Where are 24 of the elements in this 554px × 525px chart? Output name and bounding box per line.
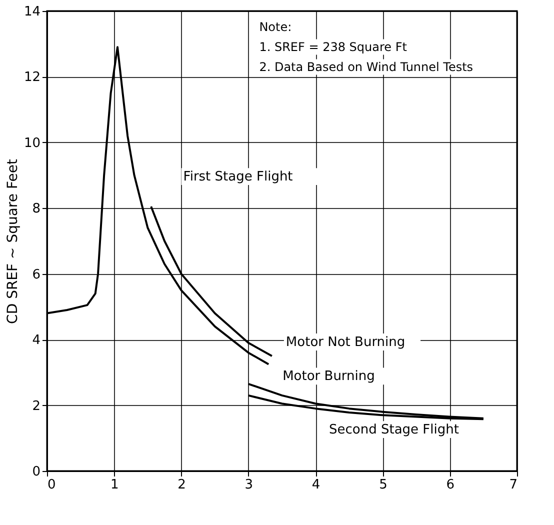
y-axis-title: CD SREF ~ Square Feet (4, 158, 21, 324)
annotation: 1. SREF = 238 Square Ft (259, 40, 408, 54)
y-tick-label: 0 (32, 464, 40, 480)
y-tick-label: 10 (24, 136, 40, 151)
y-tick-label: 14 (24, 4, 40, 20)
x-tick-label: 4 (312, 478, 320, 492)
annotation: Second Stage Flight (329, 422, 459, 438)
x-tick-label: 1 (110, 478, 119, 492)
x-tick-label: 3 (244, 478, 254, 492)
annotation: Note: (259, 20, 292, 34)
y-tick-label: 4 (32, 333, 40, 348)
annotation: 2. Data Based on Wind Tunnel Tests (259, 60, 474, 74)
series-label: Motor Burning (282, 369, 375, 384)
x-tick-label: 5 (379, 478, 388, 492)
y-tick-label: 6 (32, 267, 40, 282)
y-tick-label: 8 (32, 202, 40, 217)
x-tick-label: 7 (509, 478, 518, 492)
x-tick-label: 2 (178, 478, 186, 492)
series-label: Motor Not Burning (286, 335, 406, 350)
y-tick-label: 12 (24, 70, 40, 86)
annotation: First Stage Flight (183, 170, 293, 185)
x-tick-label: 6 (446, 478, 454, 492)
x-tick-label: 0 (48, 478, 56, 492)
y-tick-label: 2 (32, 398, 40, 414)
